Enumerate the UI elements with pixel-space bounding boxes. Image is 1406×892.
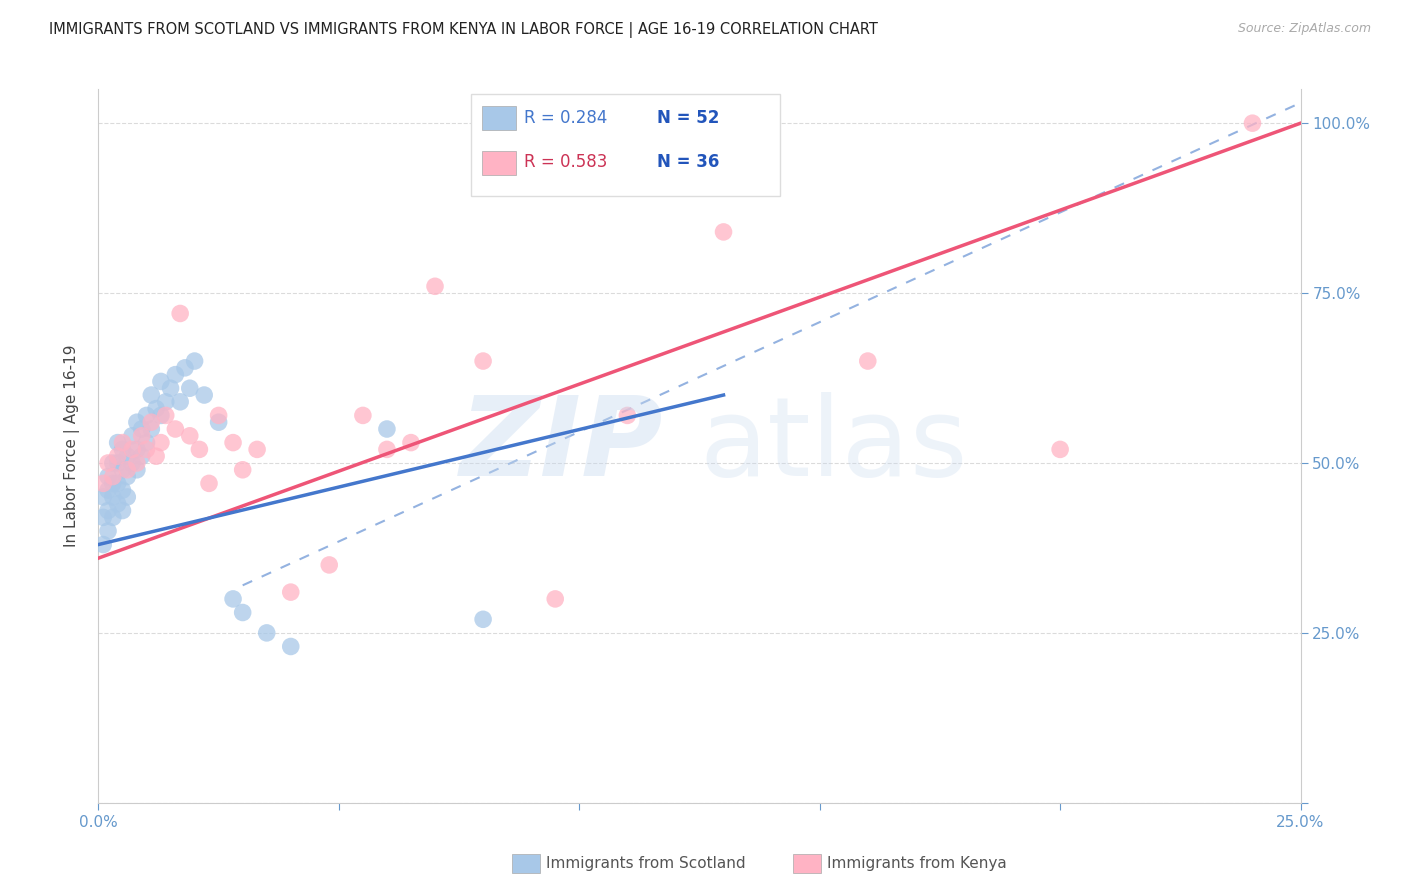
- Point: [141, 388, 163, 402]
- Point: [101, 510, 124, 524]
- Point: [169, 394, 191, 409]
- Point: [399, 435, 422, 450]
- Point: [149, 375, 172, 389]
- Point: [145, 449, 167, 463]
- Point: [117, 490, 139, 504]
- Point: [107, 497, 129, 511]
- Point: [111, 442, 134, 457]
- Y-axis label: In Labor Force | Age 16-19: In Labor Force | Age 16-19: [63, 344, 80, 548]
- Point: [169, 306, 191, 320]
- Point: [256, 626, 278, 640]
- Point: [616, 409, 638, 423]
- Point: [318, 558, 340, 572]
- Point: [423, 279, 446, 293]
- Point: [97, 469, 120, 483]
- Point: [111, 483, 134, 498]
- Text: N = 52: N = 52: [657, 109, 718, 127]
- Point: [131, 422, 153, 436]
- Point: [193, 388, 215, 402]
- Point: [107, 435, 129, 450]
- Text: atlas: atlas: [700, 392, 967, 500]
- Text: Source: ZipAtlas.com: Source: ZipAtlas.com: [1237, 22, 1371, 36]
- Point: [472, 354, 495, 368]
- Point: [117, 449, 139, 463]
- Point: [472, 612, 495, 626]
- Point: [131, 429, 153, 443]
- Text: N = 36: N = 36: [657, 153, 718, 171]
- Point: [208, 409, 231, 423]
- Point: [111, 463, 134, 477]
- Point: [131, 449, 153, 463]
- Point: [165, 422, 187, 436]
- Point: [121, 456, 143, 470]
- Point: [141, 422, 163, 436]
- Point: [188, 442, 211, 457]
- Point: [91, 476, 114, 491]
- Point: [125, 442, 148, 457]
- Point: [125, 415, 148, 429]
- Point: [141, 415, 163, 429]
- Point: [246, 442, 269, 457]
- Point: [117, 463, 139, 477]
- Text: ZIP: ZIP: [460, 392, 664, 500]
- Point: [222, 591, 245, 606]
- Point: [107, 449, 129, 463]
- Point: [232, 463, 254, 477]
- Point: [713, 225, 735, 239]
- Text: R = 0.284: R = 0.284: [524, 109, 607, 127]
- Point: [159, 381, 181, 395]
- Point: [198, 476, 221, 491]
- Point: [856, 354, 879, 368]
- Point: [179, 429, 201, 443]
- Point: [280, 640, 302, 654]
- Point: [97, 524, 120, 538]
- Point: [544, 591, 567, 606]
- Point: [107, 476, 129, 491]
- Point: [101, 469, 124, 483]
- Point: [121, 429, 143, 443]
- Point: [155, 394, 177, 409]
- Point: [97, 456, 120, 470]
- Point: [1241, 116, 1264, 130]
- Point: [91, 537, 114, 551]
- Point: [101, 490, 124, 504]
- Point: [101, 456, 124, 470]
- Point: [375, 442, 398, 457]
- Point: [280, 585, 302, 599]
- Point: [121, 442, 143, 457]
- Point: [111, 435, 134, 450]
- Point: [208, 415, 231, 429]
- Text: Immigrants from Scotland: Immigrants from Scotland: [546, 856, 745, 871]
- Point: [107, 456, 129, 470]
- Text: R = 0.583: R = 0.583: [524, 153, 607, 171]
- Point: [232, 606, 254, 620]
- Point: [97, 483, 120, 498]
- Point: [375, 422, 398, 436]
- Point: [183, 354, 205, 368]
- Text: IMMIGRANTS FROM SCOTLAND VS IMMIGRANTS FROM KENYA IN LABOR FORCE | AGE 16-19 COR: IMMIGRANTS FROM SCOTLAND VS IMMIGRANTS F…: [49, 22, 879, 38]
- Point: [125, 463, 148, 477]
- Point: [111, 503, 134, 517]
- Point: [352, 409, 374, 423]
- Point: [125, 456, 148, 470]
- Point: [91, 490, 114, 504]
- Point: [179, 381, 201, 395]
- Point: [135, 409, 157, 423]
- Point: [135, 435, 157, 450]
- Point: [1049, 442, 1071, 457]
- Point: [165, 368, 187, 382]
- Point: [97, 503, 120, 517]
- Point: [222, 435, 245, 450]
- Point: [135, 442, 157, 457]
- Point: [149, 409, 172, 423]
- Point: [101, 476, 124, 491]
- Text: Immigrants from Kenya: Immigrants from Kenya: [827, 856, 1007, 871]
- Point: [713, 163, 735, 178]
- Point: [155, 409, 177, 423]
- Point: [91, 510, 114, 524]
- Point: [174, 360, 197, 375]
- Point: [149, 435, 172, 450]
- Point: [117, 469, 139, 483]
- Point: [145, 401, 167, 416]
